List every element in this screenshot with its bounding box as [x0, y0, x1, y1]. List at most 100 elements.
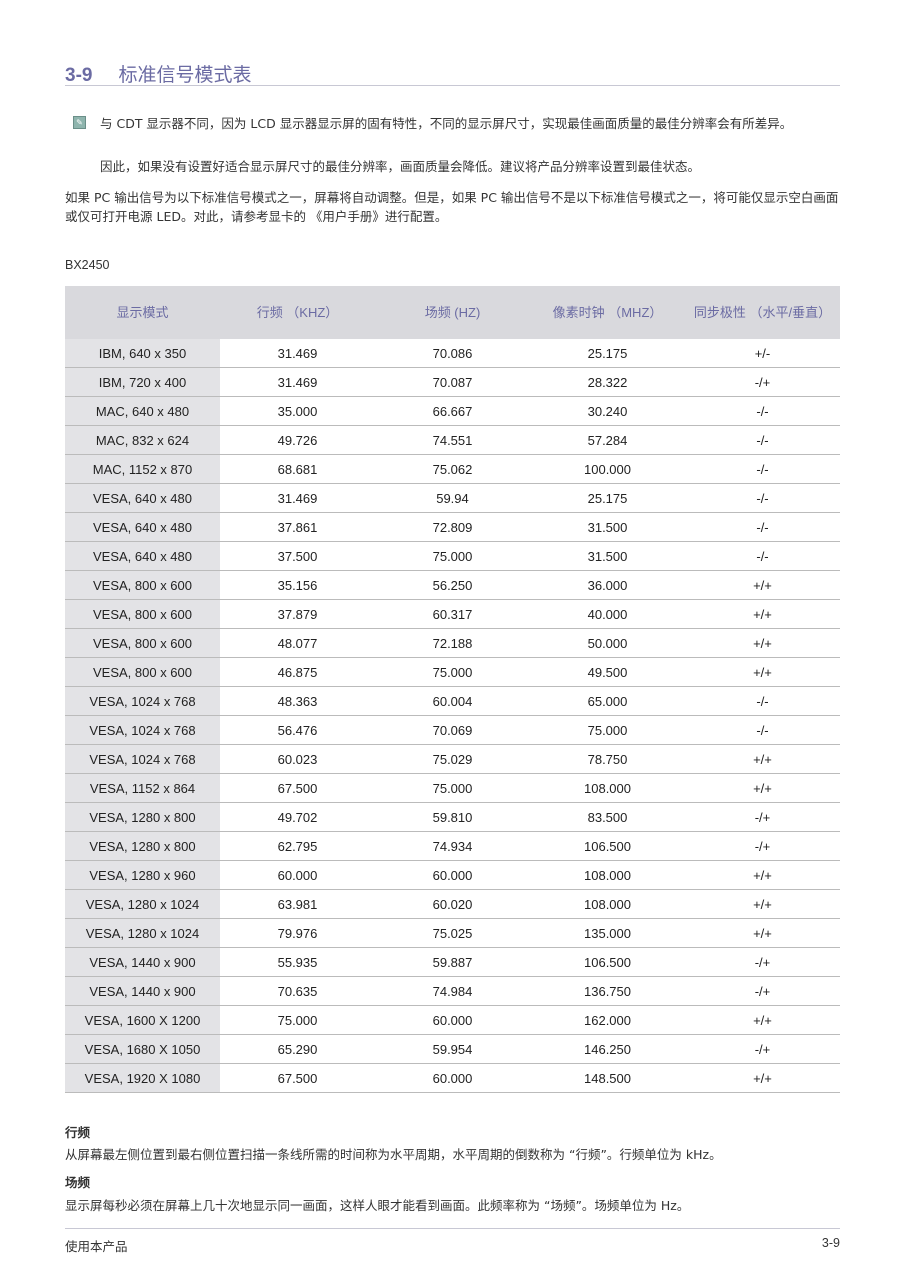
table-row: VESA, 1280 x 800 62.795 74.934 106.500 -/+: [65, 831, 840, 861]
table-cell: 48.077: [220, 628, 375, 658]
table-row: VESA, 640 x 480 37.861 72.809 31.500 -/-: [65, 512, 840, 542]
table-cell: MAC, 832 x 624: [65, 425, 220, 455]
title-divider: [65, 85, 840, 86]
table-cell: 60.023: [220, 744, 375, 774]
table-cell: 108.000: [530, 889, 685, 919]
table-cell: 59.810: [375, 802, 530, 832]
table-cell: 148.500: [530, 1063, 685, 1093]
table-cell: 75.029: [375, 744, 530, 774]
section-title: 3-9 标准信号模式表: [65, 64, 252, 86]
table-cell: VESA, 1680 X 1050: [65, 1034, 220, 1064]
table-cell: +/-: [685, 339, 840, 368]
table-row: VESA, 1280 x 960 60.000 60.000 108.000 +/+: [65, 860, 840, 890]
table-cell: IBM, 720 x 400: [65, 367, 220, 397]
table-cell: VESA, 1280 x 800: [65, 802, 220, 832]
table-cell: +/+: [685, 773, 840, 803]
table-cell: 31.469: [220, 339, 375, 368]
table-cell: 31.469: [220, 483, 375, 513]
table-cell: 31.500: [530, 512, 685, 542]
table-row: VESA, 1152 x 864 67.500 75.000 108.000 +/+: [65, 773, 840, 803]
footer-divider: [65, 1228, 840, 1229]
table-cell: 36.000: [530, 570, 685, 600]
table-cell: VESA, 800 x 600: [65, 657, 220, 687]
table-cell: VESA, 1024 x 768: [65, 744, 220, 774]
table-cell: +/+: [685, 570, 840, 600]
table-cell: 70.086: [375, 339, 530, 368]
table-row: VESA, 1440 x 900 70.635 74.984 136.750 -/+: [65, 976, 840, 1006]
table-cell: -/+: [685, 367, 840, 397]
table-row: VESA, 640 x 480 31.469 59.94 25.175 -/-: [65, 483, 840, 513]
table-cell: 65.290: [220, 1034, 375, 1064]
table-cell: 59.94: [375, 483, 530, 513]
table-row: VESA, 1280 x 1024 79.976 75.025 135.000 +/+: [65, 918, 840, 948]
table-cell: VESA, 1920 X 1080: [65, 1063, 220, 1093]
table-cell: VESA, 640 x 480: [65, 512, 220, 542]
table-cell: VESA, 1280 x 1024: [65, 918, 220, 948]
table-row: VESA, 1680 X 1050 65.290 59.954 146.250 -/+: [65, 1034, 840, 1064]
footer-section: 使用本产品: [65, 1239, 128, 1254]
table-cell: 60.004: [375, 686, 530, 716]
table-cell: +/+: [685, 860, 840, 890]
table-cell: VESA, 1600 X 1200: [65, 1005, 220, 1035]
table-row: VESA, 800 x 600 48.077 72.188 50.000 +/+: [65, 628, 840, 658]
table-cell: 108.000: [530, 860, 685, 890]
table-cell: +/+: [685, 744, 840, 774]
table-cell: 74.934: [375, 831, 530, 861]
table-cell: -/+: [685, 831, 840, 861]
table-cell: 49.500: [530, 657, 685, 687]
table-cell: VESA, 1024 x 768: [65, 715, 220, 745]
table-cell: IBM, 640 x 350: [65, 339, 220, 368]
table-cell: 70.069: [375, 715, 530, 745]
table-cell: 66.667: [375, 396, 530, 426]
hfreq-text: 从屏幕最左侧位置到最右侧位置扫描一条线所需的时间称为水平周期，水平周期的倒数称为…: [65, 1147, 722, 1162]
table-cell: 146.250: [530, 1034, 685, 1064]
table-row: MAC, 1152 x 870 68.681 75.062 100.000 -/-: [65, 454, 840, 484]
table-cell: VESA, 640 x 480: [65, 483, 220, 513]
table-cell: -/+: [685, 1034, 840, 1064]
table-cell: VESA, 1024 x 768: [65, 686, 220, 716]
model-name: BX2450: [65, 258, 110, 272]
table-cell: 78.750: [530, 744, 685, 774]
table-row: VESA, 1920 X 1080 67.500 60.000 148.500 +/+: [65, 1063, 840, 1093]
table-cell: VESA, 800 x 600: [65, 599, 220, 629]
table-cell: 37.500: [220, 541, 375, 571]
table-cell: 46.875: [220, 657, 375, 687]
table-row: MAC, 640 x 480 35.000 66.667 30.240 -/-: [65, 396, 840, 426]
table-cell: 65.000: [530, 686, 685, 716]
table-cell: 50.000: [530, 628, 685, 658]
table-cell: 108.000: [530, 773, 685, 803]
column-header: 同步极性 （水平/垂直）: [685, 286, 840, 339]
table-cell: 67.500: [220, 1063, 375, 1093]
table-cell: -/-: [685, 425, 840, 455]
table-cell: VESA, 640 x 480: [65, 541, 220, 571]
note-text-1: 与 CDT 显示器不同，因为 LCD 显示器显示屏的固有特性，不同的显示屏尺寸，…: [100, 116, 793, 131]
table-cell: +/+: [685, 628, 840, 658]
table-row: VESA, 800 x 600 37.879 60.317 40.000 +/+: [65, 599, 840, 629]
table-cell: -/+: [685, 947, 840, 977]
table-cell: 56.250: [375, 570, 530, 600]
table-cell: 135.000: [530, 918, 685, 948]
table-row: VESA, 640 x 480 37.500 75.000 31.500 -/-: [65, 541, 840, 571]
table-cell: 35.000: [220, 396, 375, 426]
table-cell: 25.175: [530, 483, 685, 513]
table-cell: 75.000: [220, 1005, 375, 1035]
intro-paragraph: 如果 PC 输出信号为以下标准信号模式之一，屏幕将自动调整。但是，如果 PC 输…: [65, 190, 839, 224]
table-cell: 37.879: [220, 599, 375, 629]
table-cell: 31.500: [530, 541, 685, 571]
vfreq-heading: 场频: [65, 1175, 91, 1190]
table-cell: 60.000: [375, 860, 530, 890]
table-cell: 74.551: [375, 425, 530, 455]
table-cell: 40.000: [530, 599, 685, 629]
table-cell: -/-: [685, 686, 840, 716]
table-cell: VESA, 800 x 600: [65, 570, 220, 600]
signal-mode-table: 显示模式 行频 （KHZ） 场频 (HZ) 像素时钟 （MHZ） 同步极性 （水平/垂直…: [65, 286, 840, 1093]
table-cell: 25.175: [530, 339, 685, 368]
table-cell: 79.976: [220, 918, 375, 948]
table-cell: -/-: [685, 541, 840, 571]
table-row: VESA, 1024 x 768 60.023 75.029 78.750 +/+: [65, 744, 840, 774]
table-cell: +/+: [685, 889, 840, 919]
table-cell: +/+: [685, 1005, 840, 1035]
note-icon: ✎: [73, 116, 86, 129]
table-cell: 60.020: [375, 889, 530, 919]
